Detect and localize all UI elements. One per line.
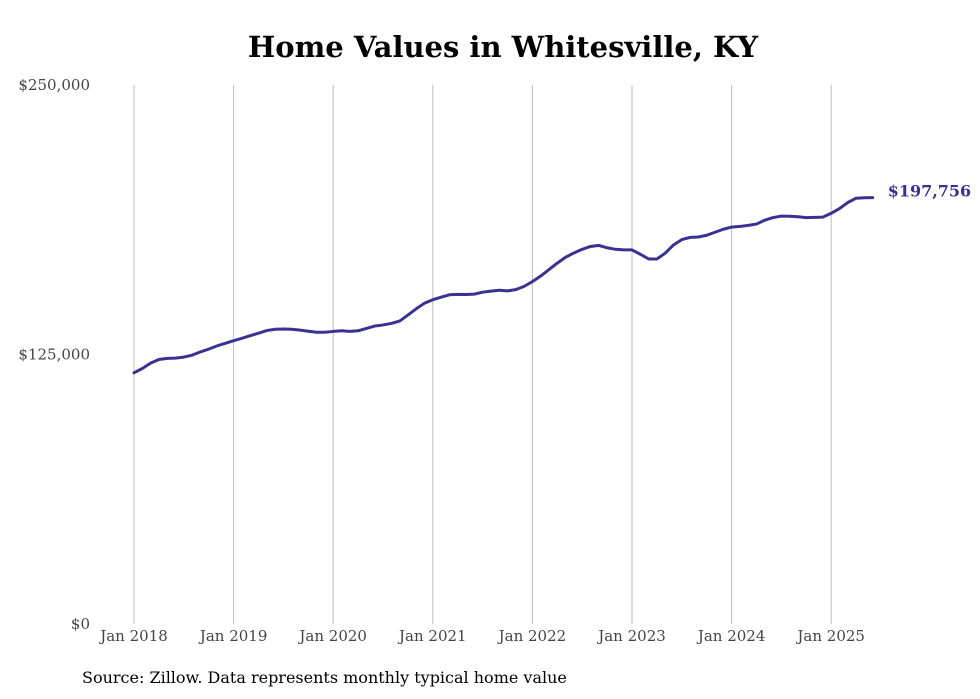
y-tick-label-1: $125,000 <box>18 346 90 364</box>
x-tick-label-0: Jan 2018 <box>98 627 168 645</box>
chart-title: Home Values in Whitesville, KY <box>247 30 759 64</box>
x-tick-label-4: Jan 2022 <box>497 627 567 645</box>
y-tick-label-0: $0 <box>71 615 90 633</box>
y-tick-label-2: $250,000 <box>18 76 90 94</box>
y-axis-tick-labels: $0 $125,000 $250,000 <box>18 76 90 633</box>
series-line-home-value <box>132 196 875 375</box>
x-tick-label-2: Jan 2020 <box>297 627 367 645</box>
x-tick-label-7: Jan 2025 <box>795 627 865 645</box>
x-tick-label-1: Jan 2019 <box>198 627 268 645</box>
x-tick-label-3: Jan 2021 <box>397 627 467 645</box>
x-tick-label-6: Jan 2024 <box>696 627 766 645</box>
x-tick-label-5: Jan 2023 <box>596 627 666 645</box>
end-value-label: $197,756 <box>888 182 972 201</box>
grid-lines <box>133 85 832 624</box>
source-note: Source: Zillow. Data represents monthly … <box>82 668 567 687</box>
x-axis-tick-labels: Jan 2018 Jan 2019 Jan 2020 Jan 2021 Jan 2022… <box>98 627 865 645</box>
